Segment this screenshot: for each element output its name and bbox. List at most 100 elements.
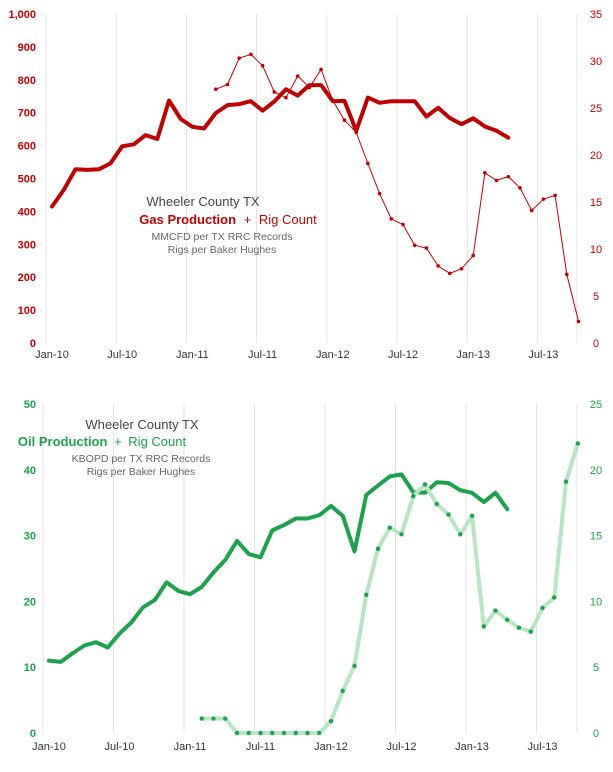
gas-data-point (225, 82, 230, 87)
gas-right-tick-label: 5 (593, 291, 599, 303)
gas-x-tick-label: Jul-10 (107, 349, 137, 361)
gas-x-tick-label: Jan-12 (316, 349, 350, 361)
oil-right-tick-label: 10 (590, 596, 602, 608)
oil-right-tick-label: 0 (593, 728, 599, 740)
gas-data-point (272, 90, 277, 94)
oil-x-tick-label: Jul-11 (246, 741, 275, 753)
oil-data-point (434, 501, 439, 507)
gas-left-tick-label: 300 (18, 239, 36, 251)
oil-annotation-series: Oil Production + Rig Count (18, 434, 187, 449)
gas-right-tick-label: 35 (590, 9, 602, 21)
oil-data-point (575, 441, 580, 446)
gas-data-point (249, 52, 253, 57)
gas-x-tick-label: Jan-10 (35, 349, 69, 361)
oil-data-point (399, 532, 404, 537)
gas-left-tick-label: 600 (18, 141, 36, 153)
oil-x-tick-label: Jul-12 (387, 741, 417, 753)
oil-data-point (246, 730, 251, 736)
gas-left-tick-label: 700 (18, 108, 36, 120)
oil-x-tick-label: Jul-10 (105, 741, 135, 753)
oil-annotation-source-1: KBOPD per TX RRC Records (72, 453, 211, 465)
gas-left-tick-label: 1,000 (8, 9, 36, 21)
gas-data-point (448, 271, 452, 276)
oil-data-point (411, 493, 416, 499)
gas-left-tick-label: 100 (18, 305, 36, 317)
oil-series-rig-count (199, 441, 580, 736)
gas-data-point (331, 98, 335, 103)
oil-data-point (305, 730, 310, 736)
oil-data-point (387, 525, 392, 530)
oil-x-tick-label: Jan-11 (174, 741, 207, 753)
gas-chart-annotation: Wheeler County TX Gas Production + Rig C… (139, 194, 317, 256)
oil-data-point (199, 716, 204, 721)
oil-right-tick-label: 15 (590, 531, 602, 543)
oil-left-tick-label: 50 (24, 399, 36, 411)
oil-x-tick-label: Jan-12 (314, 741, 348, 753)
oil-data-point (481, 624, 486, 629)
gas-left-tick-label: 800 (18, 75, 36, 87)
gas-data-point (471, 253, 476, 258)
oil-data-point (563, 479, 569, 484)
oil-data-point (505, 617, 510, 623)
gas-series-rig-count (214, 52, 581, 324)
gas-right-tick-label: 25 (590, 103, 602, 115)
gas-left-tick-label: 200 (18, 272, 36, 284)
gas-data-point (401, 222, 405, 227)
oil-right-tick-label: 25 (590, 399, 602, 411)
oil-data-point (516, 625, 522, 630)
gas-data-point (565, 272, 569, 277)
oil-data-point (223, 716, 228, 721)
gas-right-tick-label: 10 (590, 244, 602, 256)
oil-data-point (364, 592, 369, 598)
oil-left-tick-label: 10 (24, 662, 36, 674)
oil-data-point (340, 688, 345, 694)
gas-annotation-secondary: Rig Count (259, 212, 317, 227)
gas-data-point (389, 217, 394, 221)
oil-data-point (270, 730, 275, 736)
gas-data-point (518, 186, 522, 190)
gas-left-tick-label: 400 (18, 206, 36, 218)
gas-left-tick-label: 900 (18, 42, 36, 54)
oil-data-point (458, 532, 463, 537)
gas-data-point (237, 56, 241, 60)
gas-left-tick-label: 0 (30, 338, 36, 350)
oil-data-point (317, 730, 322, 736)
oil-data-point (422, 482, 428, 487)
oil-chart-annotation: Wheeler County TX Oil Production + Rig C… (18, 417, 210, 478)
gas-right-tick-label: 0 (593, 338, 599, 350)
oil-x-tick-label: Jan-10 (32, 741, 66, 753)
gas-annotation-primary: Gas Production (139, 212, 236, 227)
oil-data-point (528, 629, 533, 634)
gas-x-tick-label: Jul-13 (528, 349, 558, 361)
gas-data-point (366, 161, 370, 166)
gas-data-point (260, 63, 265, 68)
oil-chart: 0 10 20 30 40 50 0 5 10 15 20 25 Jan-10 Jul-10 Jan-11 J… (24, 399, 602, 753)
gas-data-point (436, 264, 440, 268)
gas-data-point (424, 246, 429, 250)
oil-data-point (375, 546, 381, 551)
gas-data-point (342, 118, 347, 123)
gas-right-tick-label: 20 (590, 150, 602, 162)
gas-data-point (284, 95, 288, 100)
oil-right-tick-label: 5 (593, 662, 599, 674)
oil-data-point (552, 595, 557, 600)
gas-x-tick-label: Jul-11 (248, 349, 277, 361)
gas-data-point (553, 193, 557, 198)
oil-data-point (540, 605, 545, 611)
gas-data-point (541, 197, 546, 201)
gas-data-point (494, 178, 499, 183)
gas-data-point (214, 87, 218, 91)
gas-x-tick-label: Jul-12 (388, 349, 418, 361)
gas-annotation-title: Wheeler County TX (146, 194, 260, 209)
oil-data-point (281, 730, 287, 736)
oil-data-point (211, 716, 216, 721)
oil-series-line (47, 472, 510, 664)
gas-x-tick-label: Jan-13 (456, 349, 490, 361)
gas-data-point (295, 74, 300, 78)
oil-data-point (234, 730, 240, 736)
gas-annotation-series: Gas Production + Rig Count (139, 212, 317, 227)
gas-data-point (377, 191, 382, 196)
